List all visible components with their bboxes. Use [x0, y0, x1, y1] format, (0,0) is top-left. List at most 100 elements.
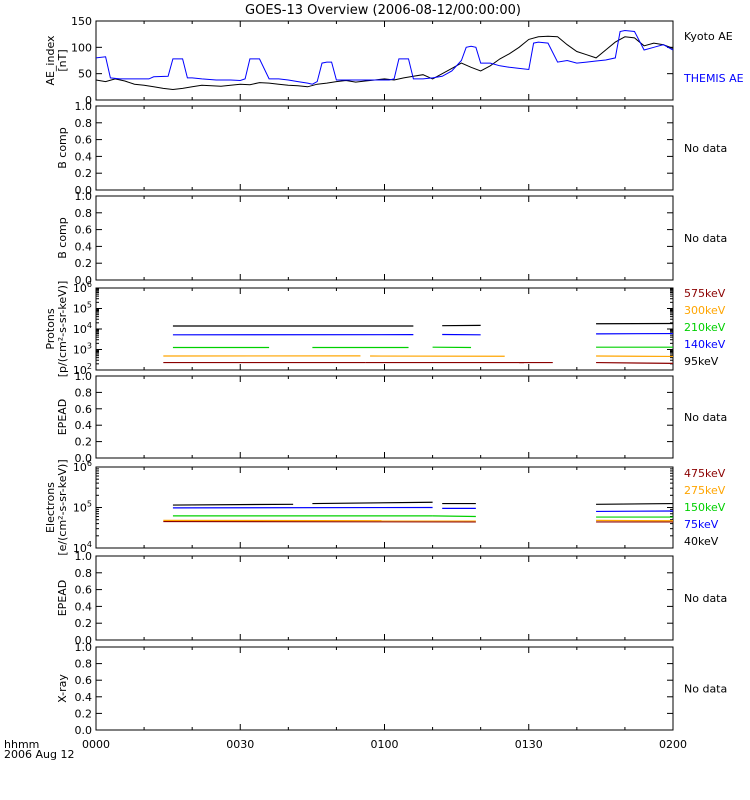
y-axis-title: B comp — [56, 127, 69, 169]
y-axis-title: [nT] — [56, 49, 69, 71]
panel-frame — [95, 287, 674, 371]
y-axis-title: AE_index — [44, 35, 57, 86]
y-tick-label: 0.4 — [75, 691, 93, 704]
y-tick-label: 1.0 — [75, 641, 93, 654]
series-150kev — [432, 515, 476, 518]
legend-150kev: 150keV — [684, 501, 726, 514]
y-tick-label: 0.0 — [75, 452, 93, 465]
panel-6: 104 105 106 Electrons [e/(cm²-s-sr-keV)] 475k… — [44, 459, 726, 556]
y-tick-label: 0.8 — [75, 386, 93, 399]
legend-210kev: 210keV — [684, 321, 726, 334]
y-tick-label: 0.8 — [75, 567, 93, 580]
panel-2: 0.0 0.2 0.4 0.6 0.8 1.0 B comp No data — [56, 100, 727, 197]
y-tick-label: 150 — [71, 15, 92, 28]
y-axis-title: [p/(cm²-s-sr-keV)] — [56, 281, 69, 378]
time-tick-label: 0200 — [659, 738, 687, 751]
panel-frame — [95, 555, 674, 641]
legend-themis-ae: THEMIS AE — [683, 72, 744, 85]
y-tick-label: 0.6 — [75, 134, 93, 147]
y-tick-label: 103 — [73, 342, 92, 357]
y-tick-label: 102 — [73, 362, 92, 377]
y-tick-label: 1.0 — [75, 370, 93, 383]
y-tick-label: 50 — [78, 68, 92, 81]
y-tick-label: 0.0 — [75, 724, 93, 737]
y-tick-label: 0 — [85, 94, 92, 107]
legend-95kev: 95keV — [684, 355, 719, 368]
time-axis: 0000 0030 0100 0130 0200 — [82, 738, 687, 751]
y-axis-title: B comp — [56, 217, 69, 259]
y-tick-label: 100 — [71, 41, 92, 54]
time-tick-label: 0100 — [371, 738, 399, 751]
series-575kev — [596, 361, 674, 364]
no-data-label: No data — [684, 683, 727, 696]
no-data-label: No data — [684, 232, 727, 245]
y-tick-label: 0.2 — [75, 617, 93, 630]
y-tick-label: 106 — [73, 459, 92, 474]
y-tick-label: 0.8 — [75, 207, 93, 220]
y-tick-label: 106 — [73, 280, 92, 295]
panel-3: 0.0 0.2 0.4 0.6 0.8 1.0 B comp No data — [56, 190, 727, 287]
time-tick-label: 0030 — [226, 738, 254, 751]
y-tick-label: 1.0 — [75, 550, 93, 563]
panel-5: 0.0 0.2 0.4 0.6 0.8 1.0 EPEAD No data — [56, 370, 727, 465]
y-axis-title: X-ray — [56, 674, 69, 703]
y-tick-label: 0.0 — [75, 274, 93, 287]
y-tick-label: 1.0 — [75, 190, 93, 203]
y-tick-label: 0.4 — [75, 600, 93, 613]
panel-frame — [95, 375, 674, 459]
y-axis-title: Electrons — [44, 482, 57, 533]
y-tick-label: 0.2 — [75, 167, 93, 180]
legend-275kev: 275keV — [684, 484, 726, 497]
legend-140kev: 140keV — [684, 338, 726, 351]
y-axis-title: EPEAD — [56, 399, 69, 436]
y-tick-label: 0.8 — [75, 117, 93, 130]
series-40kev — [172, 503, 294, 506]
y-tick-label: 0.2 — [75, 257, 93, 270]
series-kyoto-ae — [95, 35, 674, 91]
panel-frame — [95, 646, 674, 731]
series-themis-ae — [95, 29, 674, 85]
panel-stack: 0 50 100 150 AE_index [nT] Kyoto AE THEMIS AE 0.… — [44, 15, 744, 737]
time-tick-label: 0130 — [515, 738, 543, 751]
y-tick-label: 0.2 — [75, 707, 93, 720]
panel-8: 0.0 0.2 0.4 0.6 0.8 1.0 X-ray No data — [56, 641, 727, 737]
y-tick-label: 0.2 — [75, 436, 93, 449]
y-tick-label: 1.0 — [75, 100, 93, 113]
no-data-label: No data — [684, 142, 727, 155]
panel-7: 0.0 0.2 0.4 0.6 0.8 1.0 EPEAD No data — [56, 550, 727, 647]
y-axis-title: Protons — [44, 308, 57, 349]
y-tick-label: 0.6 — [75, 403, 93, 416]
series-40kev — [312, 501, 433, 505]
panel-1: 0 50 100 150 AE_index [nT] Kyoto AE THEMIS AE — [44, 15, 744, 107]
figure-title: GOES-13 Overview (2006-08-12/00:00:00) — [245, 3, 521, 18]
panel-4: 102 103 104 105 106 Protons [p/(cm²-s-sr-keV)]… — [44, 280, 726, 377]
legend-40kev: 40keV — [684, 535, 719, 548]
y-axis-title: EPEAD — [56, 580, 69, 617]
series-40kev — [596, 502, 674, 505]
y-axis-title: [e/(cm²-s-sr-keV)] — [56, 459, 69, 555]
no-data-label: No data — [684, 592, 727, 605]
legend-475kev: 475keV — [684, 467, 726, 480]
y-tick-label: 0.4 — [75, 419, 93, 432]
legend-75kev: 75keV — [684, 518, 719, 531]
panel-frame — [95, 105, 674, 191]
panel-frame — [95, 195, 674, 281]
y-tick-label: 0.0 — [75, 184, 93, 197]
y-tick-label: 105 — [73, 500, 92, 515]
y-tick-label: 105 — [73, 301, 92, 316]
time-tick-label: 0000 — [82, 738, 110, 751]
y-tick-label: 104 — [73, 540, 92, 555]
y-tick-label: 0.6 — [75, 584, 93, 597]
y-tick-label: 0.6 — [75, 224, 93, 237]
y-tick-label: 104 — [73, 321, 92, 336]
no-data-label: No data — [684, 411, 727, 424]
y-tick-label: 0.0 — [75, 634, 93, 647]
legend-kyoto-ae: Kyoto AE — [684, 30, 733, 43]
y-tick-label: 0.4 — [75, 150, 93, 163]
time-axis-date-label: 2006 Aug 12 — [4, 748, 74, 761]
time-axis-row-label: hhmm — [4, 738, 39, 751]
y-tick-label: 0.8 — [75, 658, 93, 671]
legend-300kev: 300keV — [684, 304, 726, 317]
y-tick-label: 0.4 — [75, 240, 93, 253]
